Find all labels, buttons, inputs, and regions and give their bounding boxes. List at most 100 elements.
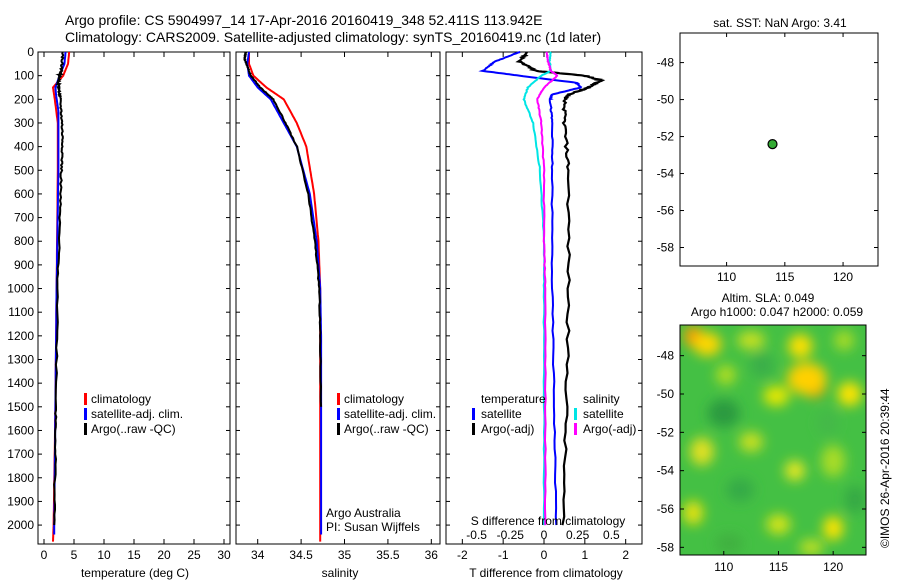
sla-blob [788, 334, 813, 359]
xtick-label: 34 [251, 548, 265, 562]
sst-map-axes-box [679, 32, 879, 267]
ytick-label: -58 [657, 241, 675, 255]
sla-axes-box [679, 324, 867, 556]
legend-swatch-argo [84, 423, 87, 435]
legend-climatology: climatology [91, 392, 151, 406]
ytick-label: 400 [14, 140, 34, 154]
xtick-label: 0 [541, 548, 548, 562]
sla-blob [739, 431, 764, 452]
ytick-label: 1500 [7, 400, 34, 414]
legend-swatch-argo [337, 423, 340, 435]
salinity-yticks [236, 51, 440, 526]
legend-swatch-climatology [337, 393, 340, 405]
legend-swatch-climatology [84, 393, 87, 405]
temperature-legend: climatology satellite-adj. clim. Argo(..… [84, 392, 183, 436]
sst-map-xticks: 110 115 120 [717, 33, 853, 284]
legend-temperature-title: temperature [481, 392, 546, 406]
sla-blob [766, 514, 791, 535]
ytick-label: -56 [657, 502, 675, 516]
ytick-label: -48 [657, 56, 675, 70]
legend-t-satellite: satellite [481, 407, 522, 421]
ytick-label: -58 [657, 540, 675, 554]
salinity-legend: climatology satellite-adj. clim. Argo(..… [337, 392, 436, 436]
sla-blob [715, 364, 736, 385]
sla-blob [823, 516, 844, 541]
sla-map-panel: Altim. SLA: 0.049 Argo h1000: 0.047 h200… [657, 291, 867, 574]
ytick-label: 1200 [7, 329, 34, 343]
legend-swatch-satellite [84, 408, 87, 420]
difference-panel: -2 -1 0 1 2 -0.5 -0.25 0 0.25 0.5 S difference f… [445, 51, 643, 580]
xtick-label: 30 [217, 548, 231, 562]
temperature-xlabel: temperature (deg C) [81, 566, 189, 580]
series-line-s-satellite [522, 51, 553, 526]
legend-swatch-s-argo [574, 423, 577, 435]
temperature-panel: 0100200300400500600700800900100011001200… [7, 45, 231, 580]
sla-blob [784, 460, 805, 481]
xtick-label: 2 [622, 548, 629, 562]
sla-heatmap [680, 325, 866, 555]
xtick-label: 110 [714, 560, 733, 574]
series-line-argo-raw-qc- [243, 51, 323, 407]
ytick-label: 0 [27, 45, 34, 59]
xtick-label: 10 [97, 548, 111, 562]
s-diff-tick-label: 0.5 [603, 528, 620, 542]
legend-satellite: satellite-adj. clim. [91, 407, 183, 421]
ytick-label: 900 [14, 258, 34, 272]
legend-satellite: satellite-adj. clim. [344, 407, 436, 421]
legend-argo: Argo(..raw -QC) [344, 422, 429, 436]
note-pi: PI: Susan Wijffels [326, 520, 420, 534]
note-argo-australia: Argo Australia [326, 506, 401, 520]
ytick-label: 1000 [7, 282, 34, 296]
xtick-label: -2 [457, 548, 468, 562]
sla-blob [817, 410, 838, 435]
difference-yticks [446, 51, 642, 526]
sla-blob [786, 362, 827, 395]
legend-salinity-title: salinity [583, 392, 620, 406]
legend-t-argo: Argo(-adj) [481, 422, 534, 436]
ytick-label: -48 [657, 349, 675, 363]
sla-blob [693, 332, 722, 357]
imos-stamp: ©IMOS 26-Apr-2016 20:39:44 [878, 388, 892, 548]
s-diff-label: S difference from climatology [471, 514, 626, 528]
sst-map-points [767, 139, 778, 150]
ytick-label: -52 [657, 425, 675, 439]
ytick-label: 1100 [8, 305, 34, 319]
salinity-axes-box [235, 51, 441, 545]
difference-legend: temperature satellite Argo(-adj) salinit… [472, 392, 636, 436]
legend-climatology: climatology [344, 392, 404, 406]
xtick-label: 34.5 [289, 548, 313, 562]
sla-blob [737, 331, 766, 350]
s-diff-tick-label: 0.25 [566, 528, 590, 542]
ytick-label: 1300 [7, 353, 34, 367]
ytick-label: 1700 [7, 447, 34, 461]
ytick-label: -54 [657, 167, 675, 181]
ytick-label: 100 [14, 69, 34, 83]
legend-s-satellite: satellite [583, 407, 624, 421]
header-line2: Climatology: CARS2009. Satellite-adjuste… [65, 29, 601, 45]
ytick-label: -50 [657, 93, 675, 107]
ytick-label: -56 [657, 204, 675, 218]
legend-swatch-satellite [337, 408, 340, 420]
xtick-label: 20 [157, 548, 171, 562]
ytick-label: 600 [14, 187, 34, 201]
ytick-label: 1600 [7, 423, 34, 437]
sla-title1: Altim. SLA: 0.049 [722, 291, 815, 305]
ytick-label: -52 [657, 130, 675, 144]
salinity-diff-ticks: -0.5 -0.25 0 0.25 0.5 [466, 528, 620, 542]
ytick-label: 1900 [7, 494, 34, 508]
argo-location-point [767, 139, 778, 150]
xtick-label: 35 [338, 548, 352, 562]
xtick-label: 0 [41, 548, 48, 562]
ytick-label: 700 [14, 211, 34, 225]
sla-blob [726, 477, 755, 502]
legend-argo: Argo(..raw -QC) [91, 422, 176, 436]
salinity-panel: 34 34.5 35 35.5 36 salinity climatology sate… [235, 51, 441, 580]
ytick-label: 500 [14, 163, 34, 177]
sla-blob [837, 382, 862, 406]
xtick-label: 25 [187, 548, 201, 562]
ytick-label: 200 [14, 92, 34, 106]
sla-yticks: -48 -50 -52 -54 -56 -58 [657, 349, 866, 554]
sst-map-yticks: -48 -50 -52 -54 -56 -58 [657, 56, 878, 255]
xtick-label: 120 [833, 270, 853, 284]
